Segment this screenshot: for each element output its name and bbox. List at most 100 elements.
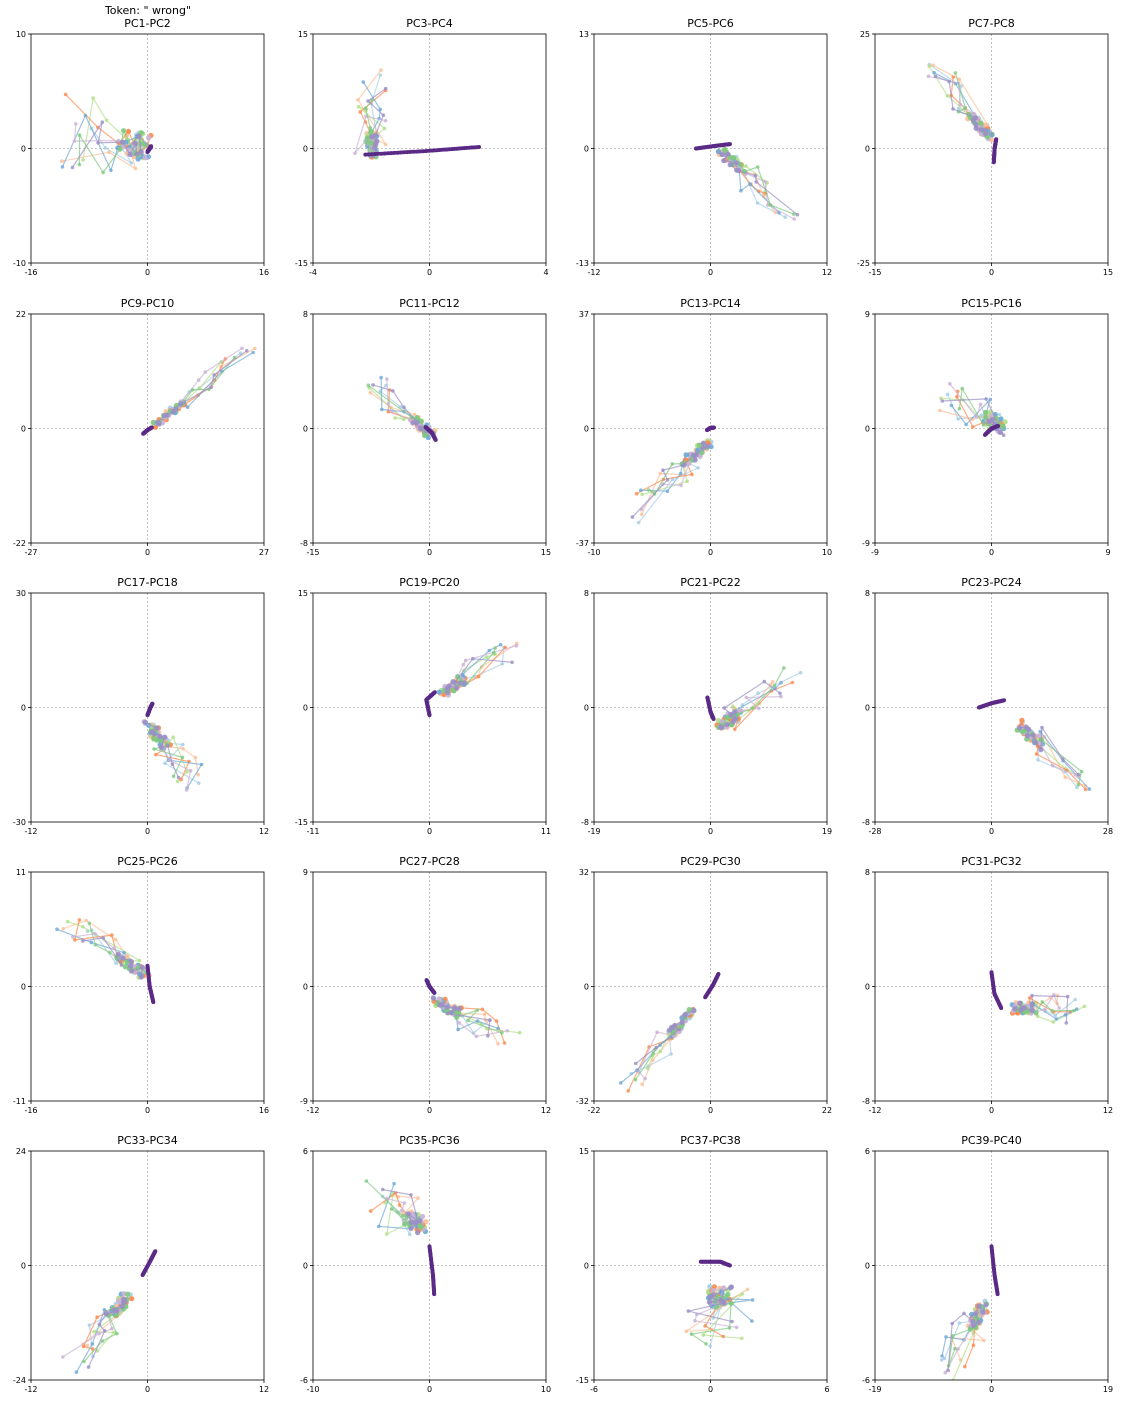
trajectory-point (418, 426, 424, 432)
trajectory-point (100, 1339, 105, 1343)
x-tick-label: 0 (989, 1106, 994, 1115)
trajectory-point (757, 706, 761, 711)
trajectory-point (1022, 1009, 1028, 1015)
trajectory-point (120, 139, 126, 145)
trajectory-point (970, 117, 977, 123)
token-label: Token: " wrong" (104, 4, 191, 17)
trajectory-point (414, 419, 420, 426)
trajectory-point (188, 769, 193, 773)
trajectory-point (974, 415, 979, 419)
main-trajectory-point (405, 150, 410, 155)
trajectory-point (678, 471, 683, 476)
trajectory-point (740, 1336, 744, 1341)
y-tick-label: 0 (865, 983, 870, 992)
trajectory-point (457, 1006, 463, 1012)
trajectory-point (719, 151, 725, 158)
trajectory-point (115, 1331, 119, 1336)
trajectory-point (722, 706, 726, 710)
x-tick-label: -10 (306, 1385, 319, 1394)
trajectory-point (475, 1019, 480, 1023)
trajectory-point (423, 1219, 429, 1225)
main-trajectory-point (153, 1249, 158, 1254)
trajectory-point (150, 419, 156, 425)
trajectory-point (744, 164, 748, 168)
trajectory-point (957, 1321, 962, 1325)
trajectory-point (940, 1354, 944, 1358)
trajectory-point (175, 779, 180, 784)
y-tick-label: 0 (303, 1262, 308, 1271)
trajectory-point (700, 445, 706, 451)
trajectory-point (690, 472, 694, 477)
trajectory-point (399, 1208, 404, 1213)
trajectory-point (380, 407, 384, 412)
trajectory-point (956, 106, 961, 111)
trajectory-point (748, 182, 752, 186)
trajectory-point (669, 1052, 673, 1056)
trajectory-point (162, 412, 168, 419)
trajectory-point (998, 416, 1004, 422)
trajectory-point (482, 1012, 487, 1017)
panel-pc3-pc4: PC3-PC4 -4 0 4 -15 0 15 (295, 17, 549, 277)
trajectory-point (988, 397, 992, 402)
trajectory-point (101, 170, 105, 175)
trajectory-point (121, 128, 127, 134)
y-tick-label: 0 (303, 145, 308, 154)
main-trajectory-point (408, 149, 413, 154)
x-tick-label: 19 (822, 827, 832, 836)
trajectory-point (983, 1302, 989, 1308)
x-tick-label: 12 (822, 268, 832, 277)
trajectory-point (87, 921, 92, 926)
main-trajectory-point (382, 151, 387, 156)
trajectory-point (102, 1329, 107, 1333)
x-tick-label: 0 (708, 1106, 713, 1115)
main-trajectory-point (716, 972, 721, 976)
trajectory-point (1029, 1007, 1035, 1014)
trajectory-point (980, 1309, 986, 1315)
trajectory-point (157, 733, 163, 740)
trajectory-point (962, 1311, 966, 1316)
y-tick-label: 0 (21, 425, 26, 434)
trajectory-point (693, 1319, 697, 1323)
trajectory-point (152, 424, 159, 430)
panel-pc29-pc30: PC29-PC30 -22 0 22 -32 0 32 (576, 855, 832, 1115)
trajectory-point (945, 94, 950, 98)
y-tick-label: 0 (584, 425, 589, 434)
x-tick-label: -22 (587, 1106, 600, 1115)
trajectory-point (683, 452, 689, 458)
trajectory-point (762, 679, 767, 684)
trajectory-point (86, 1365, 91, 1369)
trajectory-point (110, 933, 114, 937)
trajectory-point (401, 417, 406, 422)
panel-pc23-pc24: PC23-PC24 -28 0 28 -8 0 8 (862, 576, 1113, 836)
trajectory-point (640, 492, 644, 497)
trajectory-point (129, 1296, 135, 1302)
trajectory-layer (977, 698, 1092, 792)
y-tick-label: 9 (303, 868, 308, 877)
trajectory-point (670, 462, 675, 466)
trajectory-point (943, 1370, 948, 1375)
trajectory-point (626, 1089, 630, 1093)
trajectory-point (1063, 775, 1067, 779)
trajectory-point (402, 1201, 407, 1205)
trajectory-point (55, 927, 59, 931)
trajectory-layer (939, 1244, 1000, 1380)
trajectory-point (739, 188, 743, 193)
trajectory-point (630, 515, 635, 519)
trajectory-point (203, 370, 208, 374)
panel-title: PC7-PC8 (968, 17, 1015, 30)
trajectory-point (1079, 769, 1084, 774)
trajectory-point (665, 489, 670, 494)
trajectory-point (651, 1051, 656, 1055)
trajectory-point (416, 1196, 420, 1200)
trajectory-point (948, 381, 952, 386)
trajectory-point (117, 146, 123, 152)
trajectory-point (704, 1342, 708, 1346)
trajectory-point (724, 721, 730, 728)
trajectory-point (413, 412, 417, 417)
main-trajectory-point (421, 149, 426, 154)
trajectory-point (393, 416, 397, 420)
panel-title: PC9-PC10 (121, 297, 175, 310)
trajectory-point (1083, 787, 1088, 792)
trajectory-point (196, 378, 201, 382)
trajectory-point (1023, 724, 1029, 730)
